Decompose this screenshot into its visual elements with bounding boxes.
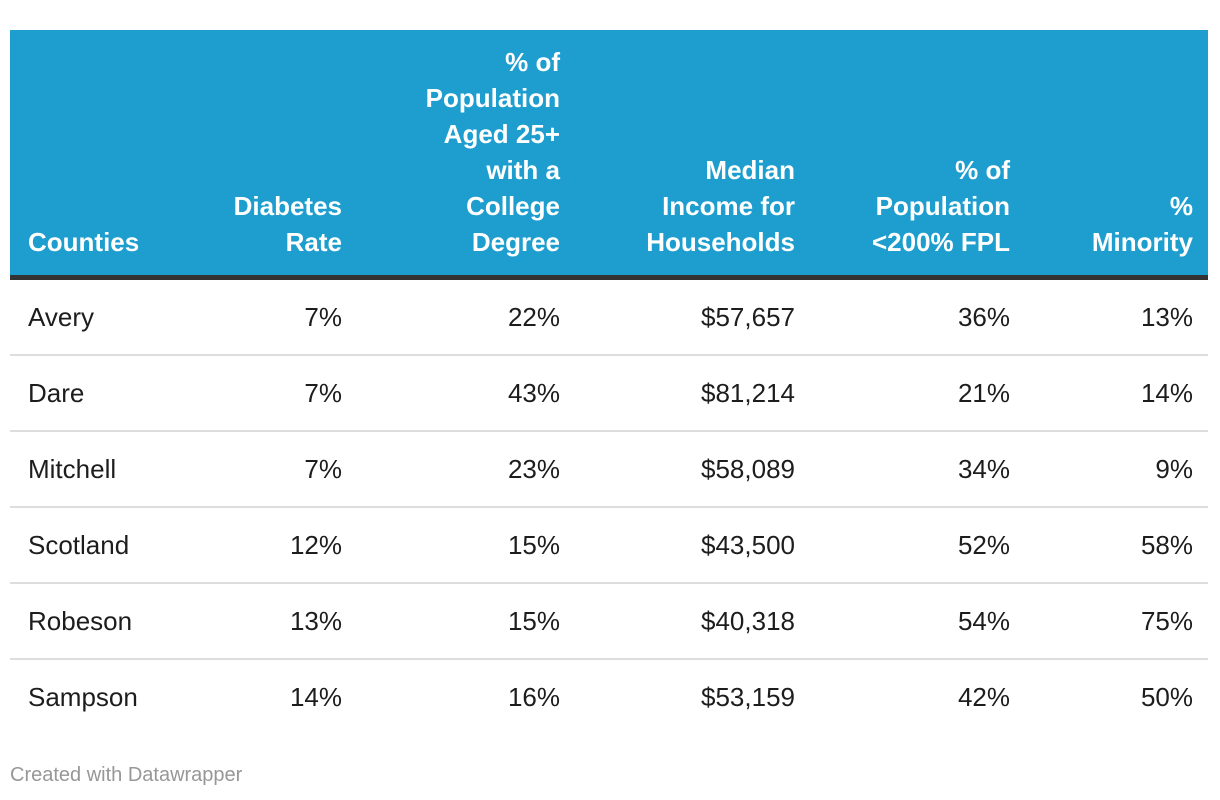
cell-minority: 9%: [1025, 431, 1208, 508]
column-header-college-degree: % of Population Aged 25+ with a College …: [357, 30, 575, 280]
cell-county: Dare: [10, 355, 157, 432]
cell-median-income: $81,214: [575, 355, 810, 432]
cell-diabetes-rate: 7%: [157, 431, 357, 508]
cell-fpl: 21%: [810, 355, 1025, 432]
cell-median-income: $58,089: [575, 431, 810, 508]
column-header-median-income: Median Income for Households: [575, 30, 810, 280]
cell-college-degree: 23%: [357, 431, 575, 508]
cell-median-income: $57,657: [575, 277, 810, 356]
cell-county: Sampson: [28, 682, 138, 712]
data-table: Counties Diabetes Rate % of Population A…: [10, 30, 1208, 734]
cell-fpl: 34%: [810, 431, 1025, 508]
cell-fpl: 42%: [957, 682, 1010, 712]
cell-minority: 13%: [1025, 277, 1208, 356]
cell-county: Avery: [10, 277, 157, 356]
table-row: Mitchell 7% 23% $58,089 34% 9%: [10, 431, 1208, 508]
datawrapper-attribution-link[interactable]: Created with Datawrapper: [10, 764, 243, 786]
cell-diabetes-rate: 7%: [157, 355, 357, 432]
cell-fpl: 54%: [810, 583, 1025, 660]
cell-minority: 58%: [1025, 507, 1208, 584]
cell-college-degree: 22%: [357, 277, 575, 356]
table-row: Scotland 12% 15% $43,500 52% 58%: [10, 507, 1208, 584]
cell-median-income: $53,159: [701, 682, 795, 712]
cell-minority: 14%: [1025, 355, 1208, 432]
cell-minority: 75%: [1025, 583, 1208, 660]
table-body: Avery 7% 22% $57,657 36% 13% Dare 7% 43%…: [10, 277, 1208, 735]
table-row: Dare 7% 43% $81,214 21% 14%: [10, 355, 1208, 432]
cell-fpl: 36%: [810, 277, 1025, 356]
table-row: Avery 7% 22% $57,657 36% 13%: [10, 277, 1208, 356]
column-header-diabetes-rate: Diabetes Rate: [157, 30, 357, 280]
cell-college-degree: 15%: [357, 507, 575, 584]
cell-county: Scotland: [10, 507, 157, 584]
cell-college-degree: 43%: [357, 355, 575, 432]
column-header-minority: % Minority: [1025, 30, 1208, 280]
table-row: Robeson 13% 15% $40,318 54% 75%: [10, 583, 1208, 660]
cell-diabetes-rate: 7%: [157, 277, 357, 356]
table-row: Sampson 14% 16% $53,159 42% 50%: [10, 659, 1208, 734]
cell-county: Robeson: [10, 583, 157, 660]
cell-diabetes-rate: 12%: [157, 507, 357, 584]
cell-median-income: $40,318: [575, 583, 810, 660]
cell-fpl: 52%: [810, 507, 1025, 584]
cell-county: Mitchell: [10, 431, 157, 508]
cell-diabetes-rate: 13%: [157, 583, 357, 660]
cell-college-degree: 16%: [507, 682, 560, 712]
column-header-counties: Counties: [10, 30, 157, 280]
cell-minority: 50%: [1140, 682, 1193, 712]
column-header-fpl: % of Population <200% FPL: [810, 30, 1025, 280]
cell-diabetes-rate: 14%: [289, 682, 342, 712]
table-header-row: Counties Diabetes Rate % of Population A…: [10, 30, 1208, 280]
cell-median-income: $43,500: [575, 507, 810, 584]
cell-college-degree: 15%: [357, 583, 575, 660]
